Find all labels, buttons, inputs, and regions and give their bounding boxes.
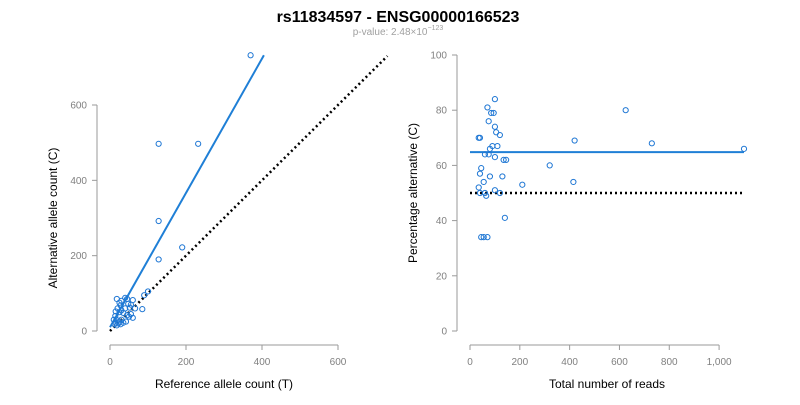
percent-data-point <box>500 156 507 163</box>
allele-data-point <box>179 244 186 251</box>
percent-data-point <box>486 173 494 180</box>
allele-x-tick-label: 400 <box>254 357 271 368</box>
chart-subtitle: p-value: 2.48×10−123 <box>353 25 444 38</box>
allele-x-tick-label: 600 <box>330 357 347 368</box>
allele-data-point <box>110 316 117 323</box>
allele-data-point <box>247 52 254 59</box>
allele-data-point <box>125 300 132 307</box>
allele-y-tick-label: 400 <box>70 176 87 187</box>
allele-data-point <box>127 301 134 308</box>
allele-data-point <box>124 312 131 319</box>
percent-data-point <box>480 178 487 186</box>
allele-data-point <box>112 312 119 320</box>
percent-data-point <box>483 192 490 199</box>
subtitle-exponent: −123 <box>428 25 444 32</box>
percent-data-point <box>740 145 748 152</box>
allele-data-point <box>117 302 124 309</box>
percent-data-point <box>546 162 553 169</box>
percent-y-tick-label: 100 <box>430 51 447 62</box>
allele-data-point <box>122 318 130 325</box>
allele-count-scatter-panel: 0 200 400 600 0 200 400 600 Reference allele cou… <box>46 52 389 391</box>
percent-data-point <box>481 151 489 158</box>
percent-data-point <box>570 178 577 186</box>
percent-x-tick-label: 800 <box>661 357 678 368</box>
allele-data-point <box>122 305 129 312</box>
percent-data-point <box>490 109 497 117</box>
percentage-alternative-scatter-panel: 0 200 400 600 800 1,000 0 20 40 60 80 100 Total numb… <box>406 51 748 391</box>
percent-data-point <box>571 137 578 144</box>
percent-data-point <box>491 123 499 130</box>
allele-fit-line <box>109 54 265 328</box>
percent-data-point <box>485 118 492 125</box>
allele-data-point <box>155 140 162 147</box>
percent-x-tick-label: 600 <box>611 357 628 368</box>
percent-data-point <box>496 189 503 197</box>
subtitle-prefix: p-value: 2.48 <box>353 27 411 38</box>
percent-x-tick-label: 400 <box>561 357 578 368</box>
subtitle-times: × <box>411 27 417 38</box>
allele-y-tick-label: 0 <box>81 327 87 338</box>
percent-data-point <box>501 214 508 221</box>
allele-x-tick-label: 200 <box>178 357 195 368</box>
percent-data-point <box>496 131 503 139</box>
percent-data-point <box>480 234 487 241</box>
percent-x-tick-label: 0 <box>467 357 473 368</box>
percent-data-point <box>478 234 485 241</box>
percent-data-point <box>488 109 495 117</box>
percent-data-point <box>499 173 506 180</box>
percent-data-point <box>491 154 499 161</box>
percent-y-tick-label: 20 <box>436 271 448 282</box>
percent-data-point <box>485 151 492 158</box>
subtitle-base: 10 <box>416 27 428 38</box>
allele-data-point <box>112 308 119 315</box>
allele-data-point <box>195 140 202 147</box>
percent-x-axis-title: Total number of reads <box>549 377 665 391</box>
percent-y-tick-label: 0 <box>441 327 447 338</box>
chart-title: rs11834597 - ENSG00000166523 <box>277 9 520 26</box>
allele-y-tick-label: 600 <box>70 101 87 112</box>
allele-x-tick-label: 0 <box>107 357 113 368</box>
allele-reference-line <box>109 55 389 332</box>
percent-y-tick-label: 40 <box>436 216 448 227</box>
percent-data-point <box>622 107 629 114</box>
percent-data-point <box>484 104 491 111</box>
percent-data-point <box>494 142 501 150</box>
percent-data-point <box>491 187 499 194</box>
percent-data-point <box>519 181 526 188</box>
percent-data-point <box>486 145 494 152</box>
allele-y-tick-label: 200 <box>70 251 87 262</box>
percent-data-point <box>475 184 482 191</box>
percent-data-point <box>476 170 484 177</box>
allele-data-point <box>116 309 123 316</box>
allele-data-point <box>155 256 162 263</box>
allele-data-point <box>129 314 136 321</box>
percent-x-tick-label: 1,000 <box>707 357 732 368</box>
allele-data-point <box>122 294 129 301</box>
percent-data-point <box>648 140 655 147</box>
percent-y-axis-title: Percentage alternative (C) <box>406 123 420 263</box>
percent-data-point <box>478 165 485 172</box>
percent-data-point <box>503 156 510 163</box>
percent-data-point <box>484 234 491 241</box>
allele-data-point <box>155 217 162 225</box>
allele-data-point <box>141 292 148 299</box>
percent-x-tick-label: 200 <box>511 357 528 368</box>
percent-data-point <box>476 134 484 141</box>
allele-data-point <box>126 304 133 311</box>
percent-data-point <box>491 96 499 103</box>
allele-data-point <box>144 288 152 295</box>
allele-x-axis-title: Reference allele count (T) <box>155 377 293 391</box>
allele-data-point <box>113 295 120 303</box>
allele-y-axis-title: Alternative allele count (C) <box>46 148 60 289</box>
percent-y-tick-label: 60 <box>436 161 448 172</box>
allele-data-point <box>139 306 146 313</box>
percent-y-tick-label: 80 <box>436 106 448 117</box>
